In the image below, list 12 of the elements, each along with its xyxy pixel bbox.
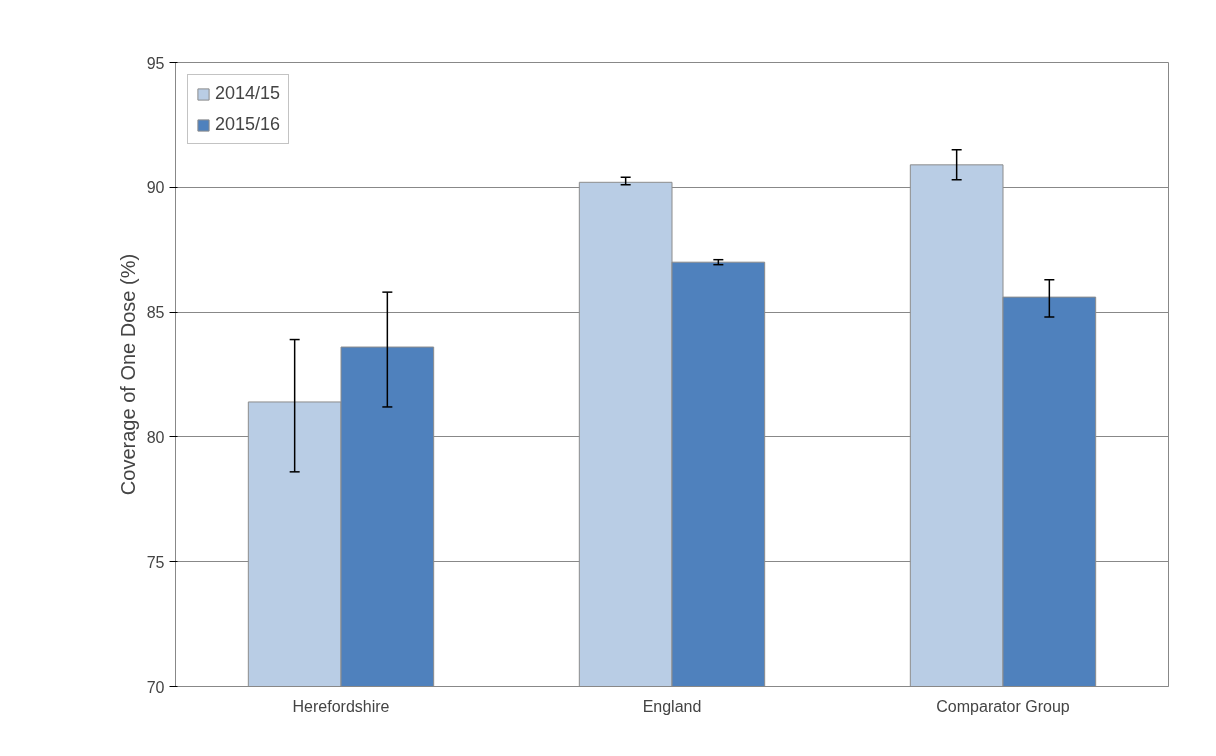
y-tick-label: 70: [146, 678, 165, 696]
x-tick-label: Herefordshire: [292, 697, 390, 715]
x-tick-label: Comparator Group: [936, 697, 1070, 715]
legend-label: 2015/16: [215, 114, 281, 135]
x-tick-label: England: [642, 697, 702, 715]
y-tick-label: 90: [146, 179, 165, 197]
y-tick-label: 95: [146, 54, 165, 72]
y-tick-label: 75: [146, 553, 165, 571]
y-tick-label: 85: [146, 304, 165, 322]
y-tick-label: 80: [146, 428, 165, 446]
y-axis-title: Coverage of One Dose (%): [116, 253, 139, 496]
legend-label: 2014/15: [215, 83, 281, 104]
